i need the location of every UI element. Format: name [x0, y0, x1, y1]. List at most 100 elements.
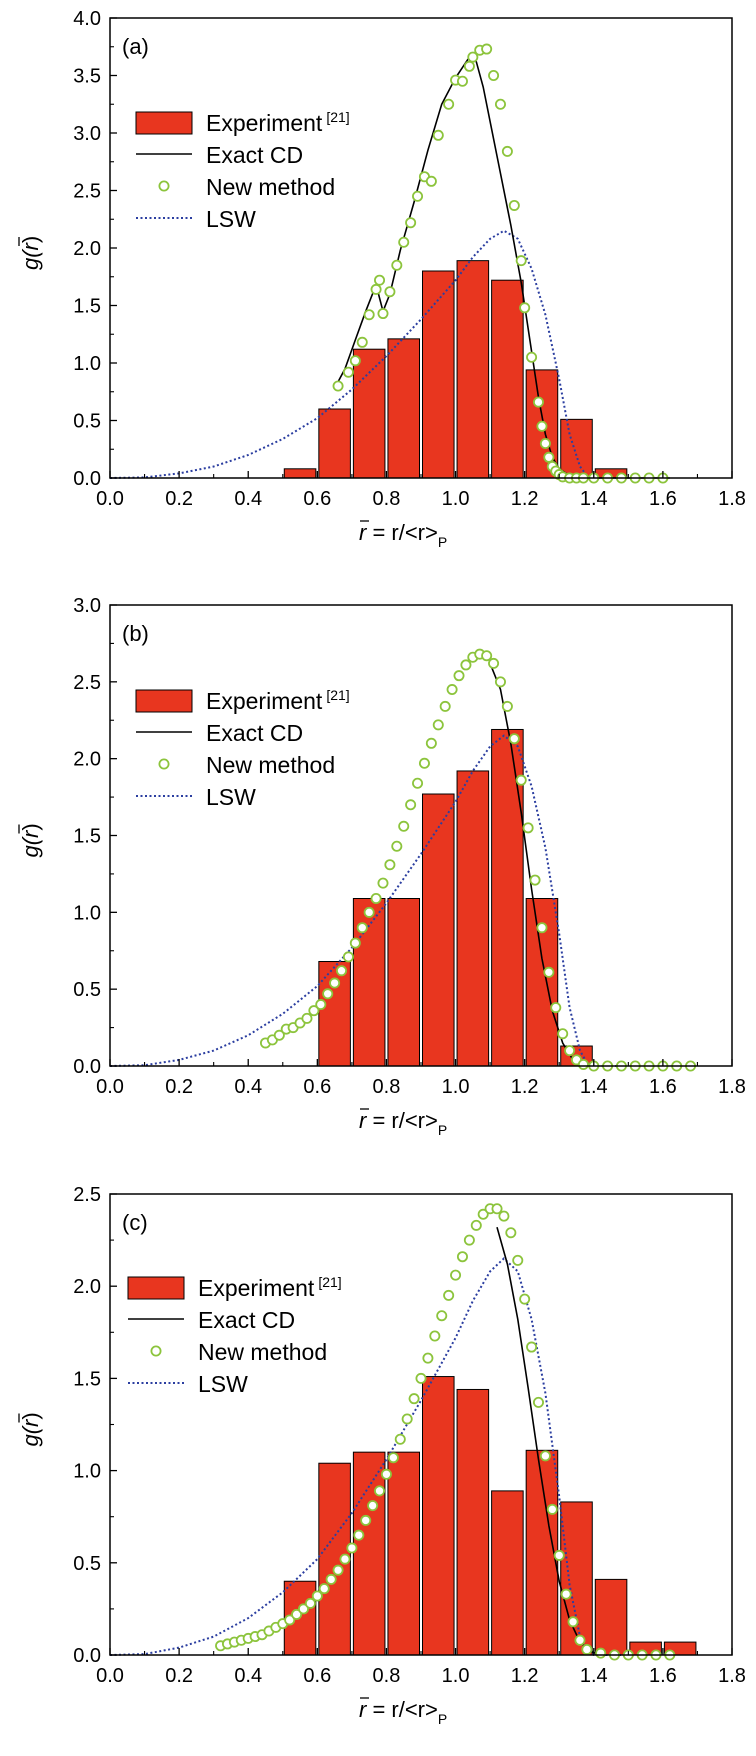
- new-method-point: [536, 420, 548, 432]
- legend-experiment-name: Experiment: [206, 110, 323, 136]
- experiment-bar: [491, 279, 524, 479]
- x-tick-label: 1.2: [511, 488, 539, 510]
- new-method-point: [332, 1564, 344, 1576]
- new-method-point: [463, 1234, 475, 1246]
- legend: Experiment [21] Exact CD New method LSW: [135, 687, 350, 810]
- legend-new-method-swatch: [158, 180, 170, 192]
- new-method-point: [481, 43, 493, 55]
- x-axis-var: r: [359, 1108, 368, 1133]
- lsw-curve: [109, 1257, 629, 1656]
- new-method-point: [519, 302, 531, 314]
- new-method-point: [422, 1352, 434, 1364]
- y-axis-var: r: [18, 1418, 43, 1427]
- new-method-point: [398, 236, 410, 248]
- y-tick-label: 4.0: [73, 8, 101, 30]
- y-tick-label: 3.0: [73, 123, 101, 145]
- x-axis-subscript: P: [438, 1711, 447, 1727]
- experiment-bar: [456, 260, 490, 479]
- y-axis-label: g(r): [18, 236, 43, 270]
- x-tick-label: 1.8: [718, 488, 746, 510]
- new-method-point: [577, 1058, 589, 1070]
- panel-label: (b): [122, 621, 149, 646]
- x-tick-label: 0.4: [234, 488, 262, 510]
- new-method-point: [363, 309, 375, 321]
- y-tick-label: 1.5: [73, 1368, 101, 1390]
- new-method-point: [401, 1413, 413, 1425]
- x-tick-label: 1.4: [580, 1665, 608, 1687]
- x-tick-label: 1.2: [511, 1076, 539, 1098]
- y-tick-label: 3.0: [73, 595, 101, 617]
- y-tick-label: 0.0: [73, 468, 101, 490]
- new-method-point: [595, 1647, 607, 1659]
- y-axis-title: g(r): [18, 236, 43, 270]
- new-method-point: [567, 1616, 579, 1628]
- new-method-point: [539, 437, 551, 449]
- x-tick-label: 1.8: [718, 1665, 746, 1687]
- y-tick-label: 1.5: [73, 296, 101, 318]
- new-method-point: [418, 757, 430, 769]
- y-axis-func: g(: [18, 835, 43, 857]
- new-method-point: [425, 737, 437, 749]
- experiment-bar: [318, 961, 351, 1067]
- y-axis-close: ): [18, 1412, 43, 1419]
- new-method-point: [446, 684, 458, 696]
- y-tick-label: 2.5: [73, 672, 101, 694]
- new-method-point: [543, 451, 555, 463]
- new-method-point: [488, 70, 500, 82]
- x-tick-label: 0.6: [303, 488, 331, 510]
- new-method-point: [463, 60, 475, 72]
- x-axis-subscript: P: [438, 534, 447, 550]
- legend-experiment-label: Experiment [21]: [198, 1274, 342, 1301]
- new-method-point: [315, 999, 327, 1011]
- new-method-point: [481, 650, 493, 662]
- new-method-point: [501, 700, 513, 712]
- x-tick-label: 0.8: [373, 1665, 401, 1687]
- new-method-point: [508, 733, 520, 745]
- new-method-point: [491, 1203, 503, 1215]
- experiment-bar: [387, 898, 421, 1067]
- new-method-point: [532, 396, 544, 408]
- y-axis-title: g(r): [18, 1412, 43, 1446]
- new-method-point: [470, 1219, 482, 1231]
- x-axis-title: r = r/<r>P: [359, 520, 447, 550]
- new-method-point: [412, 190, 424, 202]
- experiment-bar: [422, 270, 455, 479]
- x-tick-label: 1.4: [580, 1076, 608, 1098]
- x-axis-var: r: [359, 1697, 368, 1722]
- new-method-point: [349, 355, 361, 367]
- x-tick-label: 1.2: [511, 1665, 539, 1687]
- x-tick-label: 1.6: [649, 488, 677, 510]
- new-method-point: [574, 1634, 586, 1646]
- new-method-point: [342, 951, 354, 963]
- experiment-bar: [456, 1388, 490, 1656]
- new-method-point: [377, 308, 389, 320]
- new-method-point: [508, 199, 520, 211]
- new-method-point: [325, 1573, 337, 1585]
- new-method-point: [342, 366, 354, 378]
- legend-exact-cd-label: Exact CD: [206, 142, 303, 168]
- new-method-point: [543, 966, 555, 978]
- experiment-bar: [560, 1501, 593, 1656]
- new-method-points: [215, 1203, 676, 1661]
- new-method-point: [498, 1210, 510, 1222]
- y-axis-var: r: [18, 241, 43, 250]
- y-tick-label: 3.5: [73, 66, 101, 88]
- new-method-point: [405, 799, 417, 811]
- new-method-point: [408, 1393, 420, 1405]
- y-axis-func: g(: [18, 1424, 43, 1446]
- x-tick-label: 0.6: [303, 1665, 331, 1687]
- new-method-point: [429, 1330, 441, 1342]
- new-method-point: [515, 255, 527, 267]
- new-method-point: [329, 977, 341, 989]
- x-axis-subscript: P: [438, 1122, 447, 1138]
- y-tick-label: 0.5: [73, 979, 101, 1001]
- experiment-bar: [352, 898, 386, 1067]
- y-tick-label: 0.5: [73, 411, 101, 433]
- new-method-point: [456, 75, 468, 87]
- x-tick-label: 0.0: [96, 1665, 124, 1687]
- legend-experiment-name: Experiment: [206, 688, 323, 714]
- x-axis-title: r = r/<r>P: [359, 1108, 447, 1138]
- y-tick-label: 2.0: [73, 1276, 101, 1298]
